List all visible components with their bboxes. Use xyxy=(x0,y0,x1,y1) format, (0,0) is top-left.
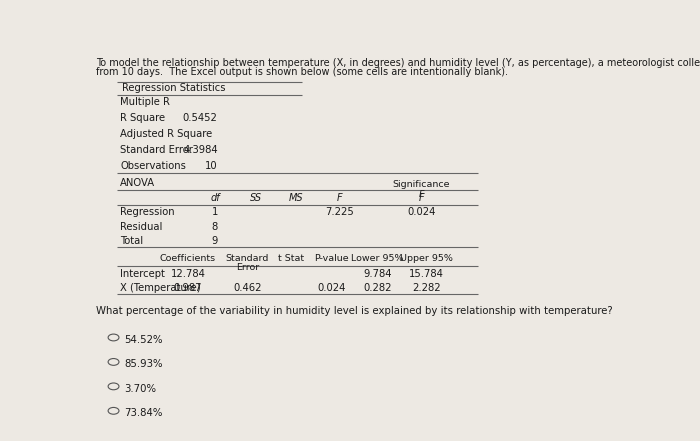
Text: Standard: Standard xyxy=(226,254,270,262)
Text: 73.84%: 73.84% xyxy=(125,408,163,418)
Text: X (Temperature): X (Temperature) xyxy=(120,283,201,293)
Text: F: F xyxy=(337,193,342,203)
Text: F: F xyxy=(419,193,424,203)
Text: Standard Error: Standard Error xyxy=(120,145,193,155)
Text: ANOVA: ANOVA xyxy=(120,178,155,187)
Text: What percentage of the variability in humidity level is explained by its relatio: What percentage of the variability in hu… xyxy=(96,306,612,316)
Text: from 10 days.  The Excel output is shown below (some cells are intentionally bla: from 10 days. The Excel output is shown … xyxy=(96,67,508,77)
Text: Upper 95%: Upper 95% xyxy=(400,254,453,262)
Text: Total: Total xyxy=(120,236,144,246)
Text: 15.784: 15.784 xyxy=(409,269,444,279)
Text: 2.282: 2.282 xyxy=(412,283,441,293)
Text: 3.70%: 3.70% xyxy=(125,384,156,394)
Text: Observations: Observations xyxy=(120,161,186,171)
Text: 9.784: 9.784 xyxy=(363,269,392,279)
Text: 0.462: 0.462 xyxy=(233,283,262,293)
Text: Error: Error xyxy=(236,263,259,272)
Text: 54.52%: 54.52% xyxy=(125,335,163,345)
Text: 85.93%: 85.93% xyxy=(125,359,163,369)
Text: Multiple R: Multiple R xyxy=(120,97,170,107)
Text: 10: 10 xyxy=(205,161,218,171)
Text: To model the relationship between temperature (X, in degrees) and humidity level: To model the relationship between temper… xyxy=(96,58,700,68)
Text: 0.282: 0.282 xyxy=(363,283,392,293)
Text: Lower 95%: Lower 95% xyxy=(351,254,404,262)
Text: 4.3984: 4.3984 xyxy=(183,145,218,155)
Text: Regression: Regression xyxy=(120,207,175,217)
Text: SS: SS xyxy=(250,193,262,203)
Text: Coefficients: Coefficients xyxy=(160,254,216,262)
Text: Intercept: Intercept xyxy=(120,269,165,279)
Text: 1: 1 xyxy=(212,207,218,217)
Text: Adjusted R Square: Adjusted R Square xyxy=(120,129,212,139)
Text: F: F xyxy=(419,190,424,199)
Text: R Square: R Square xyxy=(120,113,165,123)
Text: t Stat: t Stat xyxy=(278,254,304,262)
Text: 8: 8 xyxy=(212,222,218,232)
Text: Residual: Residual xyxy=(120,222,162,232)
Text: Significance: Significance xyxy=(393,179,450,189)
Text: 0.024: 0.024 xyxy=(317,283,346,293)
Text: 7.225: 7.225 xyxy=(326,207,354,217)
Text: 0.987: 0.987 xyxy=(174,283,202,293)
Text: 9: 9 xyxy=(212,236,218,246)
Text: 0.024: 0.024 xyxy=(407,207,435,217)
Text: 12.784: 12.784 xyxy=(170,269,205,279)
Text: df: df xyxy=(210,193,220,203)
Text: MS: MS xyxy=(289,193,304,203)
Text: Regression Statistics: Regression Statistics xyxy=(122,83,225,93)
Text: 0.5452: 0.5452 xyxy=(183,113,218,123)
Text: P-value: P-value xyxy=(314,254,349,262)
